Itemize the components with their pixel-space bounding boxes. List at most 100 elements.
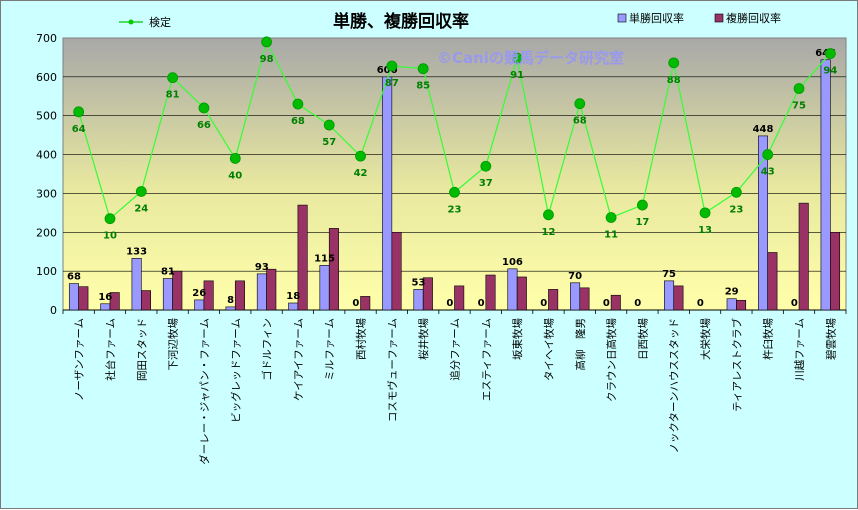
category-label: 岡田スタッド bbox=[136, 318, 148, 381]
line-series bbox=[73, 36, 836, 225]
bar-win bbox=[131, 258, 142, 311]
category-label: タイヘイ牧場 bbox=[542, 318, 555, 381]
category-label: ゴドルフィン bbox=[261, 318, 274, 381]
legend-label-place: 複勝回収率 bbox=[726, 11, 781, 25]
point-value-label: 23 bbox=[448, 204, 462, 215]
bar-place bbox=[391, 231, 402, 311]
line-point bbox=[355, 150, 366, 162]
line-point bbox=[824, 48, 836, 59]
line-point bbox=[104, 213, 116, 225]
bar-win bbox=[100, 303, 111, 311]
bar-value-label: 0 bbox=[697, 298, 704, 309]
bar-value-label: 0 bbox=[603, 298, 610, 309]
line-point bbox=[323, 119, 335, 131]
point-value-label: 43 bbox=[761, 167, 775, 178]
point-value-label: 24 bbox=[134, 203, 148, 214]
bar-value-label: 8 bbox=[227, 295, 234, 306]
bar-value-label: 600 bbox=[377, 65, 398, 76]
point-value-label: 88 bbox=[667, 75, 681, 86]
category-label: 追分ファーム bbox=[449, 318, 462, 381]
point-value-label: 40 bbox=[228, 170, 242, 181]
bar-win bbox=[382, 76, 393, 311]
line-point bbox=[229, 153, 241, 164]
point-value-label: 13 bbox=[698, 225, 712, 236]
bar-value-label: 0 bbox=[791, 298, 798, 309]
bar-place bbox=[830, 231, 841, 311]
category-label: ノックターンハウススタッド bbox=[669, 318, 681, 453]
line-point bbox=[417, 63, 429, 75]
point-value-label: 37 bbox=[479, 178, 493, 189]
point-value-label: 68 bbox=[291, 116, 305, 127]
point-value-label: 57 bbox=[322, 137, 336, 148]
bar-value-label: 0 bbox=[478, 298, 485, 309]
bar-win bbox=[256, 273, 267, 311]
line-point bbox=[605, 212, 617, 223]
bar-value-label: 81 bbox=[161, 267, 175, 278]
bar-place bbox=[141, 290, 151, 311]
bar-value-label: 448 bbox=[753, 124, 774, 135]
y-tick-label: 400 bbox=[36, 149, 57, 162]
legend: 検定 単勝回収率 複勝回収率 bbox=[119, 11, 781, 29]
category-label: ビッグレッドファーム bbox=[229, 318, 242, 423]
bar-value-label: 0 bbox=[352, 298, 359, 309]
bar-value-label: 70 bbox=[568, 271, 582, 282]
category-label: 川越ファーム bbox=[793, 318, 806, 381]
watermark: ©Caniの競馬データ研究室 bbox=[437, 49, 624, 67]
point-value-label: 81 bbox=[166, 90, 180, 101]
point-value-label: 23 bbox=[729, 204, 743, 215]
y-tick-label: 300 bbox=[36, 187, 57, 200]
point-value-label: 94 bbox=[823, 66, 837, 77]
point-value-label: 91 bbox=[510, 70, 524, 81]
category-label: 杵臼牧場 bbox=[762, 318, 775, 360]
bar-place bbox=[736, 299, 747, 311]
y-tick-label: 0 bbox=[50, 304, 57, 317]
point-value-label: 85 bbox=[416, 81, 430, 92]
bar-place bbox=[767, 252, 778, 311]
line-point bbox=[292, 98, 304, 110]
line-point bbox=[543, 209, 554, 221]
bar-value-label: 75 bbox=[662, 269, 676, 280]
category-label: 高柳 隆男 bbox=[574, 318, 587, 371]
y-tick-label: 600 bbox=[36, 71, 57, 84]
bar-value-label: 133 bbox=[126, 246, 147, 257]
bar-win bbox=[225, 306, 236, 311]
legend-swatch-win bbox=[617, 13, 627, 23]
bar-place bbox=[610, 294, 621, 311]
category-label: 社台ファーム bbox=[104, 318, 117, 381]
bar-win bbox=[570, 282, 581, 311]
category-label: ティアレストクラブ bbox=[730, 318, 743, 412]
bar-win bbox=[413, 289, 424, 311]
category-label: 下河辺牧場 bbox=[167, 318, 180, 371]
line-point bbox=[198, 102, 210, 114]
bar-place bbox=[328, 228, 339, 311]
point-value-label: 11 bbox=[604, 230, 618, 241]
bar-value-label: 68 bbox=[67, 272, 81, 283]
line-point bbox=[637, 199, 648, 211]
point-value-label: 64 bbox=[72, 124, 86, 135]
category-label: エスティファーム bbox=[481, 318, 493, 401]
category-label: 碧雲牧場 bbox=[824, 318, 837, 360]
bar-place bbox=[422, 277, 433, 311]
bar-place bbox=[234, 280, 245, 311]
category-label: コスモヴューファーム bbox=[386, 318, 399, 422]
bar-place bbox=[266, 268, 277, 311]
bar-place bbox=[109, 292, 120, 311]
bar-value-label: 115 bbox=[314, 253, 335, 264]
bar-place bbox=[485, 274, 496, 311]
bar-place bbox=[579, 287, 590, 311]
category-label: 西村牧場 bbox=[355, 318, 368, 360]
point-value-label: 12 bbox=[541, 227, 555, 238]
category-label: 日西牧場 bbox=[636, 318, 649, 360]
category-label: 桜井牧場 bbox=[417, 318, 430, 360]
bar-value-label: 0 bbox=[446, 298, 453, 309]
bar-value-label: 26 bbox=[192, 288, 206, 299]
category-label: ダーレー・ジャパン・ファーム bbox=[198, 318, 211, 465]
bar-place bbox=[454, 285, 465, 311]
bar-value-label: 29 bbox=[725, 287, 739, 298]
point-value-label: 87 bbox=[385, 78, 399, 89]
line-point bbox=[511, 52, 523, 64]
bar-win bbox=[194, 299, 205, 311]
point-value-label: 98 bbox=[260, 54, 274, 65]
